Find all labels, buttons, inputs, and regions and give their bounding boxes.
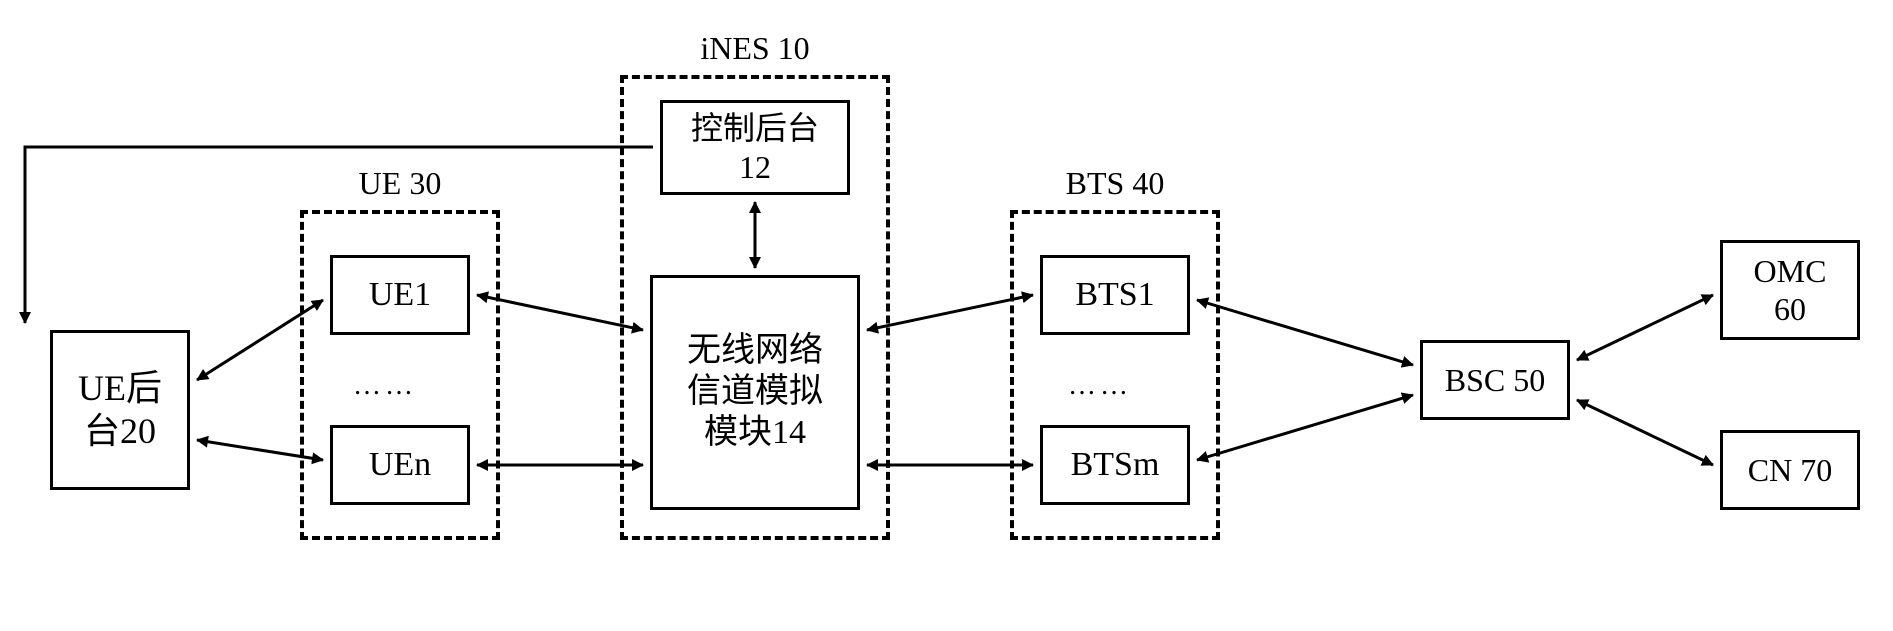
btsm-box: BTSm bbox=[1040, 425, 1190, 505]
ue-group-title: UE 30 bbox=[300, 165, 500, 202]
connectors bbox=[0, 0, 1893, 631]
control-backend-box: 控制后台 12 bbox=[660, 100, 850, 195]
uen-box: UEn bbox=[330, 425, 470, 505]
bts-group-title: BTS 40 bbox=[1010, 165, 1220, 202]
ue1-box: UE1 bbox=[330, 255, 470, 335]
ue-ellipsis: …… bbox=[353, 370, 417, 402]
bts-ellipsis: …… bbox=[1068, 370, 1132, 402]
bts1-box: BTS1 bbox=[1040, 255, 1190, 335]
omc-box: OMC 60 bbox=[1720, 240, 1860, 340]
ue-backend-box: UE后 台20 bbox=[50, 330, 190, 490]
ines-group-title: iNES 10 bbox=[620, 30, 890, 67]
channel-sim-box: 无线网络 信道模拟 模块14 bbox=[650, 275, 860, 510]
cn-box: CN 70 bbox=[1720, 430, 1860, 510]
bsc-box: BSC 50 bbox=[1420, 340, 1570, 420]
